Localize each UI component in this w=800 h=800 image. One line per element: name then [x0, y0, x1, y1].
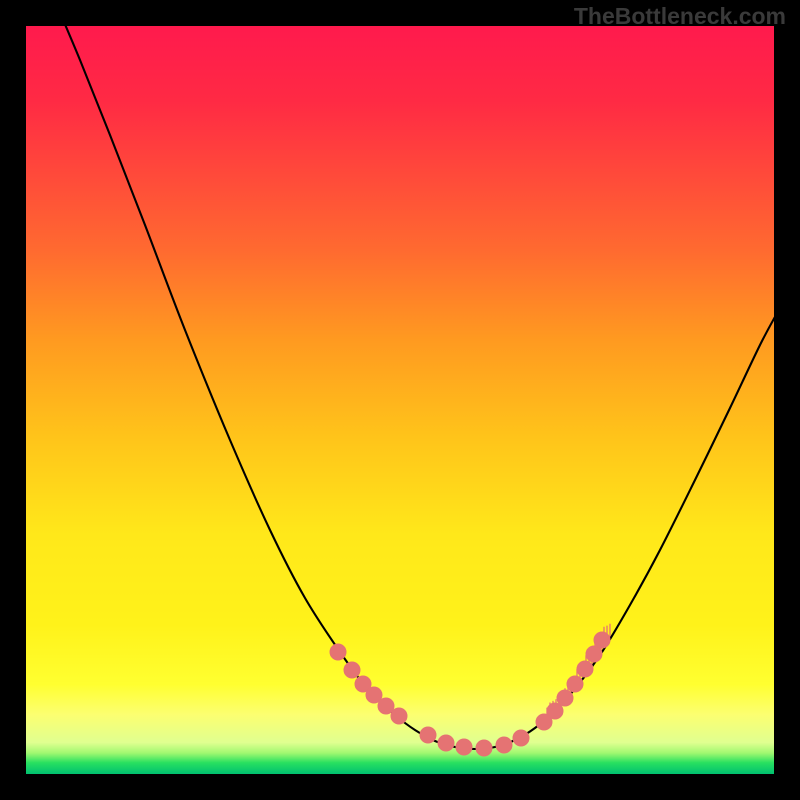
- data-marker: [438, 735, 454, 751]
- data-markers: [330, 632, 610, 756]
- bottleneck-curve: [58, 8, 776, 749]
- data-marker: [378, 698, 394, 714]
- data-marker: [547, 703, 563, 719]
- chart-root: TheBottleneck.com: [0, 0, 800, 800]
- data-marker: [420, 727, 436, 743]
- data-marker: [594, 632, 610, 648]
- data-marker: [330, 644, 346, 660]
- data-marker: [586, 646, 602, 662]
- data-marker: [456, 739, 472, 755]
- data-marker: [577, 661, 593, 677]
- data-marker: [344, 662, 360, 678]
- data-marker: [567, 676, 583, 692]
- data-marker: [391, 708, 407, 724]
- data-marker: [476, 740, 492, 756]
- data-marker: [557, 690, 573, 706]
- chart-overlay-svg: [0, 0, 800, 800]
- data-marker: [496, 737, 512, 753]
- data-marker: [513, 730, 529, 746]
